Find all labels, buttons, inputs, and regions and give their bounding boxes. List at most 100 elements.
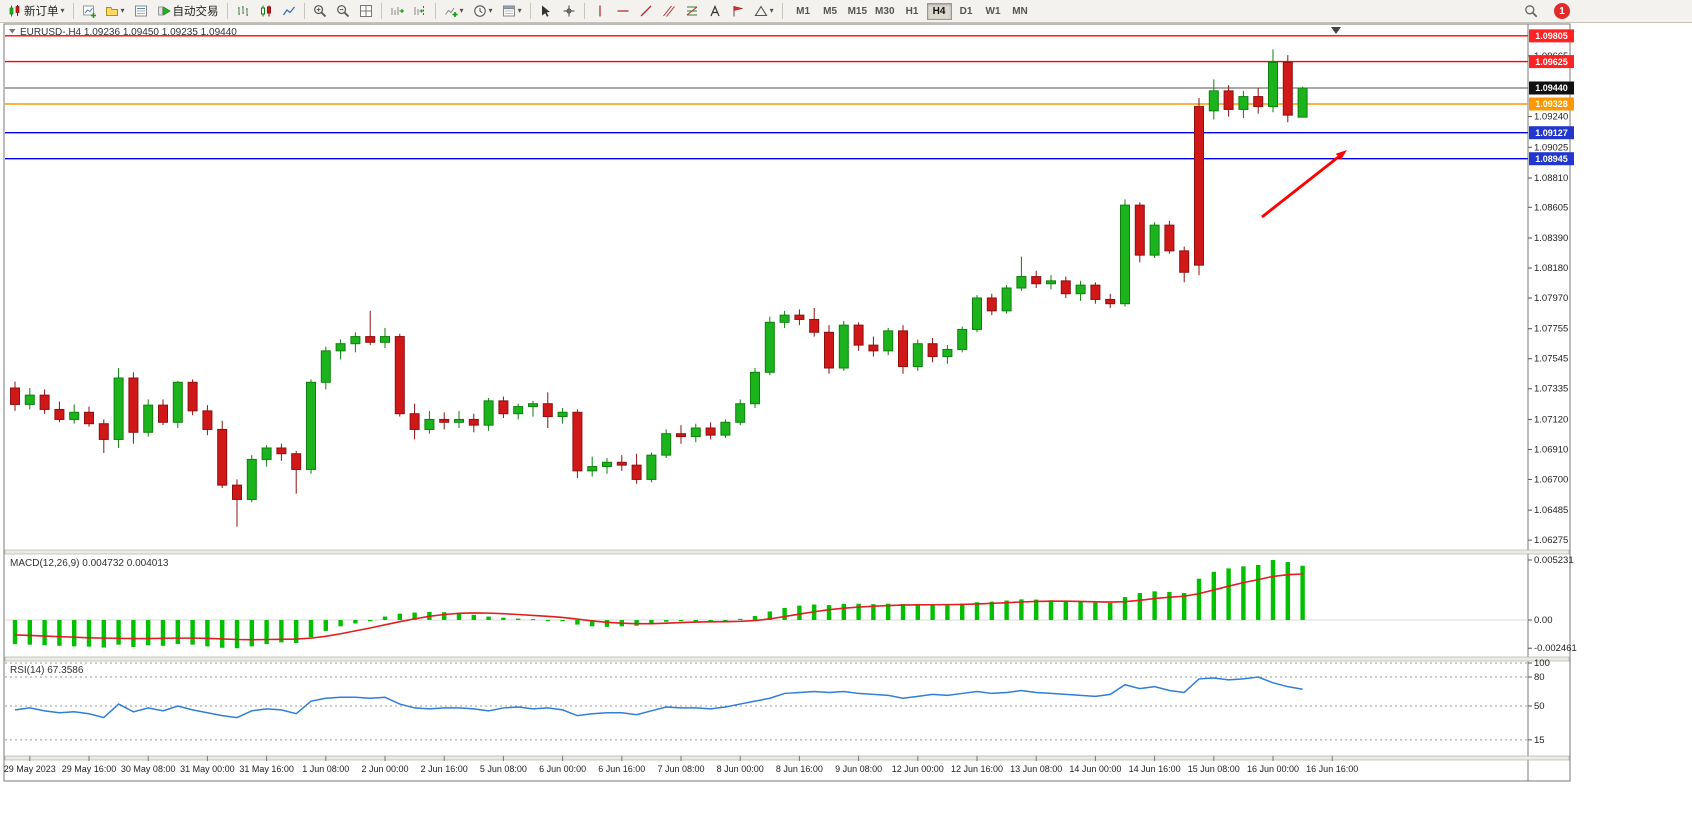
autotrading-button[interactable]: 自动交易 (153, 1, 223, 21)
indicators-button[interactable]: ▾ (440, 1, 468, 21)
templates-button[interactable]: ▾ (498, 1, 526, 21)
candle-body (232, 484, 242, 500)
timeframe-m1-button[interactable]: M1 (791, 3, 816, 20)
candle-body (883, 330, 894, 352)
level-price-badge (1529, 97, 1574, 111)
tile-windows-button[interactable] (355, 1, 377, 21)
chart-collapse-icon[interactable] (9, 29, 16, 34)
new-order-label: 新订单 (24, 6, 59, 18)
candle-body (158, 404, 168, 423)
panel-separator[interactable] (4, 549, 1570, 555)
auto-scroll-button[interactable] (386, 1, 408, 21)
fibonacci-icon (686, 6, 697, 16)
trendline-icon (640, 5, 652, 17)
candle-body (705, 427, 716, 436)
chart-shift-button[interactable] (409, 1, 431, 21)
timeframe-h4-button[interactable]: H4 (926, 2, 952, 20)
vertical-line-button[interactable] (589, 1, 611, 21)
candle-body (602, 461, 612, 468)
new-chart-button[interactable] (78, 1, 100, 21)
chart-window-border (3, 23, 1571, 782)
candle-body (1208, 90, 1219, 112)
templates-icon (502, 5, 515, 17)
timeframe-h1-button[interactable]: H1 (900, 3, 925, 20)
candle-body (202, 410, 213, 430)
text-tool-button[interactable] (704, 1, 726, 21)
badge-price-text: 1.09440 (1535, 83, 1568, 93)
chevron-down-icon: ▾ (488, 6, 493, 15)
timeframe-m30-button[interactable]: M30 (872, 3, 897, 20)
new-order-button[interactable]: 新订单 ▾ (4, 1, 69, 21)
timeframe-m5-button[interactable]: M5 (818, 3, 843, 20)
macd-histogram-bar (1285, 562, 1290, 620)
macd-histogram-bar (767, 611, 772, 620)
timeframe-m15-button[interactable]: M15 (845, 3, 870, 20)
rsi-tick-label: 100 (1534, 658, 1550, 669)
price-tick-label: 1.08605 (1534, 202, 1568, 213)
notification-badge[interactable]: 1 (1554, 3, 1570, 19)
horizontal-line-button[interactable] (612, 1, 634, 21)
candle-body (794, 314, 805, 320)
timeframe-d1-button[interactable]: D1 (954, 3, 979, 20)
price-tick-label: 1.06700 (1534, 474, 1568, 485)
shapes-button[interactable]: ▾ (750, 1, 778, 21)
profiles-button[interactable]: ▾ (101, 1, 129, 21)
line-chart-button[interactable] (278, 1, 300, 21)
candle-body (335, 343, 346, 352)
timeframe-w1-button[interactable]: W1 (981, 3, 1006, 20)
badge-price-text: 1.09805 (1535, 31, 1568, 41)
macd-histogram-bar (501, 617, 506, 620)
macd-tick-label: 0.00 (1534, 615, 1553, 626)
data-window-button[interactable] (130, 1, 152, 21)
chart-shift-marker[interactable] (1331, 27, 1341, 34)
crosshair-button[interactable] (558, 1, 580, 21)
macd-histogram-bar (841, 603, 846, 620)
macd-histogram-bar (960, 603, 965, 620)
candle-body (1031, 276, 1042, 285)
channel-icon (662, 5, 675, 17)
toolbar-separator (72, 3, 74, 19)
current-price-badge (1529, 81, 1574, 95)
candle-body (1046, 280, 1056, 285)
periods-button[interactable]: ▾ (469, 1, 497, 21)
toolbar-separator (226, 3, 228, 19)
macd-histogram-bar (516, 618, 521, 620)
candle-body (306, 381, 316, 470)
candle-body (320, 350, 331, 383)
macd-histogram-bar (1241, 566, 1246, 620)
candle-body (1134, 204, 1145, 256)
zoom-in-button[interactable] (309, 1, 331, 21)
price-axis[interactable]: 1.096651.092401.090251.088101.086051.083… (1528, 51, 1568, 546)
toolbar-separator (380, 3, 382, 19)
profiles-folder-icon (105, 7, 118, 16)
macd-histogram-bar (86, 620, 92, 647)
badge-price-text: 1.09328 (1535, 99, 1568, 109)
timeframe-mn-button[interactable]: MN (1008, 3, 1033, 20)
time-axis[interactable]: 29 May 2023 29 May 16:00 30 May 08:00 31 Ma… (4, 756, 1358, 774)
fibonacci-button[interactable] (681, 1, 703, 21)
macd-histogram-bar (1226, 568, 1231, 620)
rsi-tick-label: 15 (1534, 735, 1545, 746)
price-tick-label: 1.07335 (1534, 384, 1568, 395)
price-level-lines[interactable] (5, 35, 1528, 160)
trendline-button[interactable] (635, 1, 657, 21)
cursor-button[interactable] (535, 1, 557, 21)
text-label-button[interactable] (727, 1, 749, 21)
macd-histogram-bar (190, 620, 195, 645)
macd-histogram-bar (1034, 599, 1039, 620)
annotations[interactable] (1261, 27, 1347, 219)
text-icon (710, 4, 720, 17)
macd-histogram-bar (1152, 591, 1157, 620)
zoom-in-icon (313, 5, 326, 18)
bar-chart-button[interactable] (232, 1, 254, 21)
candle-body (498, 400, 509, 415)
candle-body (39, 394, 50, 410)
candlestick-chart-button[interactable] (255, 1, 277, 21)
trend-arrow-line[interactable] (1261, 155, 1340, 219)
panel-separator[interactable] (4, 656, 1570, 662)
panel-separator[interactable] (4, 755, 1570, 761)
channel-button[interactable] (658, 1, 680, 21)
search-button[interactable] (1520, 1, 1542, 21)
zoom-out-button[interactable] (332, 1, 354, 21)
